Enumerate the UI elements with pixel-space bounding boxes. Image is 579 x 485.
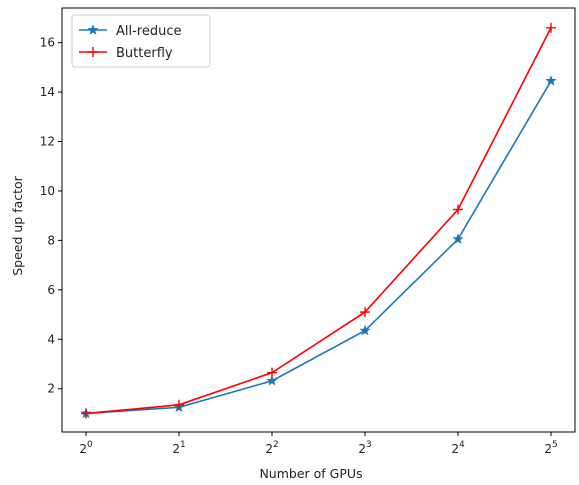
y-tick-label: 4	[47, 332, 55, 346]
data-point-butterfly	[546, 22, 556, 33]
data-point-butterfly	[174, 399, 184, 410]
y-tick-label: 2	[47, 382, 55, 396]
y-tick-label: 6	[47, 283, 55, 297]
x-tick-label: 23	[358, 440, 371, 456]
data-point-butterfly	[81, 408, 91, 419]
x-tick-exponent: 5	[552, 440, 558, 450]
x-tick-base: 2	[265, 442, 273, 456]
y-tick-label: 14	[40, 85, 55, 99]
y-tick-label: 16	[40, 36, 55, 50]
x-tick-label: 20	[79, 440, 93, 456]
legend-label-all-reduce: All-reduce	[116, 24, 182, 39]
data-point-all-reduce	[266, 374, 278, 386]
x-axis-label: Number of GPUs	[259, 466, 362, 481]
x-tick-base: 2	[451, 442, 459, 456]
plot-frame	[61, 7, 576, 433]
series-all-reduce	[80, 75, 557, 419]
x-tick-label: 21	[172, 440, 185, 456]
legend-marker-all-reduce	[87, 24, 99, 35]
data-point-butterfly	[453, 204, 463, 215]
series-line-butterfly	[85, 27, 552, 415]
legend: All-reduce Butterfly	[71, 14, 211, 68]
y-tick-label: 8	[47, 233, 55, 247]
x-tick-exponent: 3	[366, 440, 372, 450]
x-tick-base: 2	[358, 442, 366, 456]
legend-marker-butterfly	[88, 47, 98, 57]
x-tick-exponent: 1	[180, 440, 186, 450]
x-tick-base: 2	[172, 442, 180, 456]
series-butterfly	[81, 22, 556, 419]
plot-area	[61, 7, 576, 433]
data-point-all-reduce	[359, 324, 371, 336]
x-tick-label: 25	[544, 440, 557, 456]
x-tick-exponent: 0	[87, 440, 93, 450]
data-point-all-reduce	[452, 233, 464, 244]
data-point-all-reduce	[545, 75, 557, 86]
y-axis: 2 4 6 8 10 12 14 16	[40, 36, 62, 396]
x-tick-exponent: 2	[273, 440, 279, 450]
legend-label-butterfly: Butterfly	[116, 46, 173, 61]
series-group	[80, 22, 557, 419]
series-line-all-reduce	[85, 80, 552, 415]
y-tick-label: 10	[40, 184, 55, 198]
x-tick-label: 24	[451, 440, 465, 456]
y-axis-label: Speed up factor	[10, 175, 25, 275]
legend-box	[71, 14, 211, 68]
x-tick-label: 22	[265, 440, 278, 456]
x-tick-base: 2	[544, 442, 552, 456]
data-point-butterfly	[267, 367, 277, 378]
y-tick-label: 12	[40, 135, 55, 149]
x-axis: 20 21 22 23 24 25	[79, 432, 558, 456]
data-point-butterfly	[360, 307, 370, 318]
x-tick-base: 2	[79, 442, 87, 456]
x-tick-exponent: 4	[459, 440, 465, 450]
